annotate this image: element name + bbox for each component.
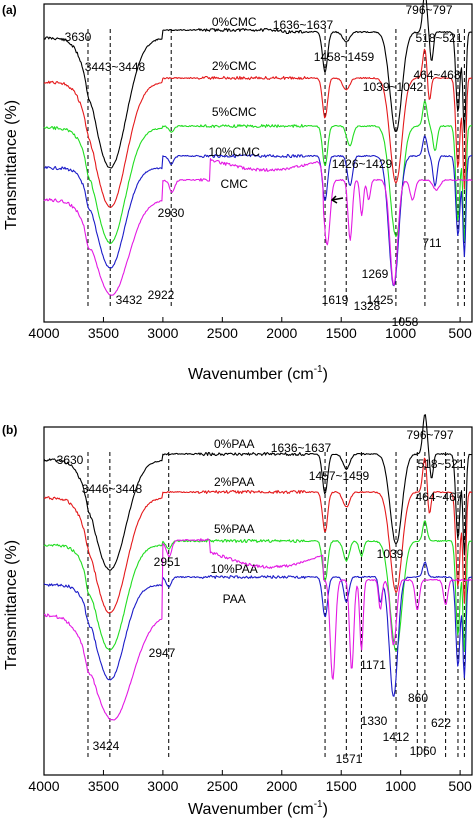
peak-annotation: 2922 <box>148 288 175 302</box>
peak-annotation: 860 <box>408 691 428 705</box>
peak-annotation: 1636~1637 <box>273 18 334 32</box>
panel-b-xlabel: Wavenumber (cm-1) <box>188 799 328 818</box>
peak-annotation: 464~468 <box>413 68 460 82</box>
series-label: CMC <box>221 177 249 191</box>
peak-annotation: 1269 <box>362 267 389 281</box>
spectrum-line <box>43 520 473 653</box>
x-tick-label: 1500 <box>326 325 357 341</box>
x-tick-label: 4000 <box>28 778 59 794</box>
series-label: 0%PAA <box>214 437 254 451</box>
panel-a-reference-lines <box>87 29 465 307</box>
panel-a-arrow <box>330 195 344 204</box>
peak-annotation: 1412 <box>383 730 410 744</box>
peak-annotation: 622 <box>431 716 451 730</box>
peak-annotation: 518~521 <box>415 31 462 45</box>
peak-annotation: 1571 <box>336 752 363 766</box>
series-label: 2%PAA <box>214 475 254 489</box>
spectrum-line <box>43 48 473 208</box>
x-tick-label: 3000 <box>147 325 178 341</box>
x-tick-label: 1000 <box>385 325 416 341</box>
panel-b-annotations: 3630 3446~3448 1636~1637 796~797 518~521 1457… <box>57 428 465 766</box>
x-tick-label: 3500 <box>88 778 119 794</box>
peak-annotation: 3630 <box>57 453 84 467</box>
series-label: 5%PAA <box>214 522 254 536</box>
spectrum-line <box>43 538 473 721</box>
peak-annotation: 3432 <box>116 293 143 307</box>
x-tick-label: 500 <box>448 325 472 341</box>
panel-a-x-ticks: 4000 3500 3000 2500 2000 1500 1000 500 <box>28 317 472 341</box>
x-tick-label: 2500 <box>207 325 238 341</box>
panel-b-label: (b) <box>2 423 17 437</box>
series-label: PAA <box>223 592 246 606</box>
peak-annotation: 2930 <box>158 206 185 220</box>
spectrum-line <box>43 158 473 296</box>
panel-b: (b) 4000 3500 3000 2500 2000 1500 1000 500 0%PA… <box>2 414 473 818</box>
peak-annotation: 1457~1459 <box>309 469 370 483</box>
peak-annotation: 3424 <box>93 739 120 753</box>
series-label: 10%CMC <box>209 145 261 159</box>
spectrum-line <box>43 0 473 169</box>
spectrum-line <box>43 561 473 697</box>
panel-a-xlabel: Wavenumber (cm-1) <box>188 364 328 383</box>
peak-annotation: 796~797 <box>406 428 453 442</box>
peak-annotation: 1060 <box>410 744 437 758</box>
peak-annotation: 1458~1459 <box>314 50 375 64</box>
panel-b-ylabel: Transmittance (%) <box>3 540 20 670</box>
panel-b-spectra: 0%PAA 2%PAA 5%PAA 10%PAA PAA <box>43 414 473 721</box>
series-label: 0%CMC <box>212 15 257 29</box>
peak-annotation: 3443~3448 <box>85 60 146 74</box>
series-label: 5%CMC <box>212 105 257 119</box>
x-tick-label: 3000 <box>147 778 178 794</box>
panel-b-frame <box>43 426 473 776</box>
peak-annotation: 518~521 <box>417 457 464 471</box>
spectrum-line <box>43 135 473 287</box>
x-tick-label: 4000 <box>28 325 59 341</box>
x-tick-label: 2500 <box>207 778 238 794</box>
x-tick-label: 500 <box>448 778 472 794</box>
x-tick-label: 1000 <box>385 778 416 794</box>
spectrum-line <box>43 100 472 245</box>
peak-annotation: 1425 <box>367 293 394 307</box>
peak-annotation: 711 <box>422 236 441 250</box>
peak-annotation: 1039 <box>377 547 404 561</box>
peak-annotation: 1426~1429 <box>332 157 393 171</box>
peak-annotation: 1330 <box>361 714 388 728</box>
x-tick-label: 2000 <box>266 325 297 341</box>
peak-annotation: 1619 <box>322 293 349 307</box>
panel-a-label: (a) <box>2 3 17 17</box>
panel-b-x-ticks: 4000 3500 3000 2500 2000 1500 1000 500 <box>28 770 472 794</box>
x-tick-label: 3500 <box>88 325 119 341</box>
series-label: 10%PAA <box>211 562 258 576</box>
peak-annotation: 464~467 <box>415 490 462 504</box>
peak-annotation: 796~797 <box>405 3 452 17</box>
peak-annotation: 3446~3448 <box>82 482 143 496</box>
spectrum-line <box>43 457 473 614</box>
peak-annotation: 1328 <box>354 299 381 313</box>
panel-b-reference-lines <box>87 452 465 760</box>
panel-a-ylabel: Transmittance (%) <box>3 100 20 230</box>
peak-annotation: 1039~1042 <box>363 80 424 94</box>
peak-annotation: 2951 <box>154 555 181 569</box>
panel-a-frame <box>43 3 473 323</box>
peak-annotation: 1058 <box>392 315 419 329</box>
panel-a-annotations: 3630 3443~3448 1636~1637 796~797 518~521 1458… <box>65 3 463 329</box>
peak-annotation: 3630 <box>65 30 92 44</box>
peak-annotation: 1636~1637 <box>271 441 332 455</box>
peak-annotation: 1171 <box>360 658 386 672</box>
x-tick-label: 1500 <box>326 778 357 794</box>
series-label: 2%CMC <box>212 59 257 73</box>
x-tick-label: 2000 <box>266 778 297 794</box>
spectrum-line <box>43 414 472 571</box>
peak-annotation: 2947 <box>149 646 176 660</box>
panel-a: (a) 4000 3500 3000 2500 2000 1500 1000 500 0%CM… <box>2 0 473 383</box>
panel-a-spectra: 0%CMC 2%CMC 5%CMC 10%CMC CMC <box>43 0 473 296</box>
